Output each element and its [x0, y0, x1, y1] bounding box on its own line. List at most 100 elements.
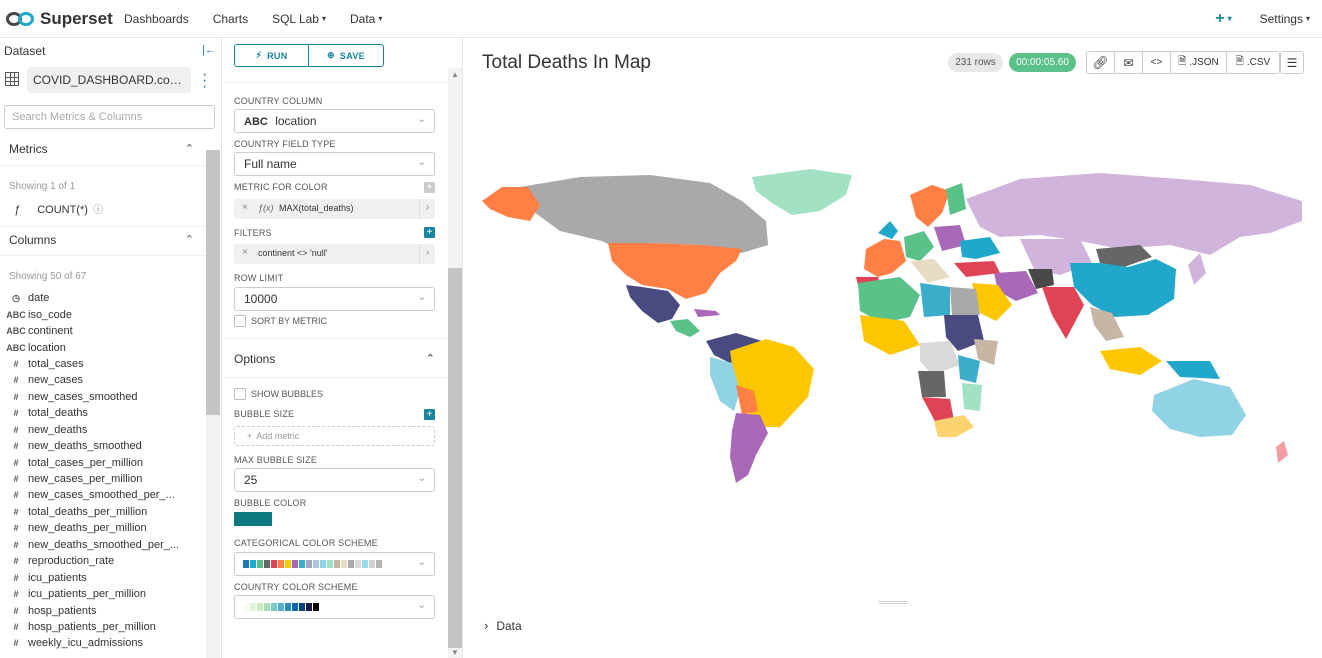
map-region-indonesia[interactable]: [1100, 347, 1162, 375]
map-region-kenya[interactable]: [958, 355, 980, 383]
map-region-mexico[interactable]: [626, 285, 680, 323]
map-region-italy[interactable]: [910, 259, 950, 283]
column-item[interactable]: # hosp_patients: [0, 602, 206, 618]
map-region-russia[interactable]: [966, 173, 1302, 255]
metrics-section-header[interactable]: Metrics ⌃: [0, 136, 206, 166]
column-item[interactable]: # total_deaths: [0, 405, 206, 421]
column-item[interactable]: # total_deaths_per_million: [0, 504, 206, 520]
map-region-afghanistan[interactable]: [1028, 269, 1054, 289]
show-bubbles-checkbox[interactable]: SHOW BUBBLES: [234, 388, 323, 400]
map-region-bolivia[interactable]: [736, 385, 758, 415]
column-item[interactable]: # hosp_patients_per_million: [0, 619, 206, 635]
add-metric-button[interactable]: + Add metric: [234, 426, 435, 446]
save-button[interactable]: ⊕ SAVE: [309, 45, 383, 66]
column-item[interactable]: # icu_patients_per_million: [0, 586, 206, 602]
map-region-ukraine[interactable]: [960, 237, 1000, 259]
more-options-button[interactable]: ☰: [1280, 51, 1304, 74]
metric-for-color-pill[interactable]: × ƒ(x) MAX(total_deaths) ›: [234, 199, 435, 219]
run-button[interactable]: ⚡︎ RUN: [235, 45, 309, 66]
add-bubble-size-icon[interactable]: +: [424, 409, 435, 420]
map-region-usa[interactable]: [608, 243, 742, 299]
map-region-poland[interactable]: [934, 225, 966, 251]
column-item[interactable]: ABC continent: [0, 323, 206, 339]
map-region-china[interactable]: [1070, 259, 1176, 317]
map-region-papua[interactable]: [1166, 361, 1220, 379]
left-panel-scrollbar[interactable]: [206, 150, 220, 658]
map-region-libya[interactable]: [920, 283, 950, 317]
scrollbar-thumb[interactable]: [448, 268, 462, 648]
column-item[interactable]: ABC location: [0, 339, 206, 355]
map-region-ethiopia[interactable]: [974, 339, 998, 365]
settings-menu[interactable]: Settings ▾: [1260, 12, 1310, 26]
nav-sql-lab[interactable]: SQL Lab ▾: [272, 12, 326, 26]
dataset-name[interactable]: COVID_DASHBOARD.covid_r...: [27, 67, 191, 93]
metric-item[interactable]: ƒ COUNT(*) ⓘ: [14, 201, 103, 216]
row-limit-select[interactable]: 10000 ⌄: [234, 287, 435, 311]
scroll-up-icon[interactable]: ▲: [451, 70, 459, 79]
map-region-france[interactable]: [864, 239, 906, 277]
bubble-color-swatch[interactable]: [234, 512, 272, 526]
world-map[interactable]: [480, 165, 1304, 485]
column-item[interactable]: # reproduction_rate: [0, 553, 206, 569]
map-region-canada[interactable]: [482, 175, 768, 253]
map-region-south-africa[interactable]: [934, 415, 974, 437]
filter-pill[interactable]: × continent <> 'null' ›: [234, 244, 435, 264]
map-region-uk[interactable]: [878, 221, 898, 239]
scrollbar-thumb[interactable]: [206, 150, 220, 415]
remove-icon[interactable]: ×: [242, 247, 248, 258]
copy-link-button[interactable]: 🔗︎: [1086, 51, 1115, 74]
column-item[interactable]: # new_cases: [0, 372, 206, 388]
map-region-egypt[interactable]: [950, 287, 980, 315]
scroll-down-icon[interactable]: ▼: [451, 648, 459, 657]
dataset-menu-icon[interactable]: · · ·: [202, 66, 208, 95]
map-region-central-america[interactable]: [670, 319, 700, 337]
map-region-turkey[interactable]: [954, 261, 1000, 277]
column-item[interactable]: # new_deaths_smoothed: [0, 438, 206, 454]
brand[interactable]: Superset: [6, 9, 116, 29]
categorical-color-scheme-select[interactable]: ⌄: [234, 552, 435, 576]
map-region-central-africa[interactable]: [920, 341, 960, 375]
options-section-header[interactable]: Options ⌃: [222, 338, 447, 378]
column-item[interactable]: # new_deaths_smoothed_per_...: [0, 537, 206, 553]
country-color-scheme-select[interactable]: ⌄: [234, 595, 435, 619]
data-section-toggle[interactable]: › Data: [484, 618, 522, 633]
collapse-panel-icon[interactable]: |←: [202, 44, 216, 56]
map-region-australia[interactable]: [1152, 379, 1246, 437]
resize-handle[interactable]: [879, 601, 907, 604]
nav-charts[interactable]: Charts: [213, 12, 248, 26]
map-region-india[interactable]: [1042, 287, 1084, 339]
export-json-button[interactable]: 🗎︎ .JSON: [1170, 51, 1227, 74]
column-item[interactable]: ABC iso_code: [0, 306, 206, 322]
map-region-saudi[interactable]: [972, 283, 1012, 321]
control-panel-scrollbar[interactable]: ▲ ▼: [448, 68, 462, 658]
map-region-finland[interactable]: [946, 183, 966, 215]
column-item[interactable]: # new_deaths_per_million: [0, 520, 206, 536]
column-item[interactable]: # total_cases_per_million: [0, 454, 206, 470]
column-item[interactable]: # new_deaths: [0, 422, 206, 438]
map-region-peru[interactable]: [710, 357, 740, 411]
add-filter-icon[interactable]: +: [424, 227, 435, 238]
max-bubble-size-select[interactable]: 25 ⌄: [234, 468, 435, 492]
column-item[interactable]: # new_cases_smoothed_per_...: [0, 487, 206, 503]
column-item[interactable]: # new_cases_smoothed: [0, 389, 206, 405]
column-item[interactable]: ◷ date: [0, 290, 206, 306]
export-csv-button[interactable]: 🗎︎ .CSV: [1226, 51, 1280, 74]
map-region-mongolia[interactable]: [1096, 245, 1152, 267]
email-button[interactable]: ✉: [1114, 51, 1143, 74]
nav-data[interactable]: Data ▾: [350, 12, 382, 26]
map-region-west-africa[interactable]: [860, 315, 920, 355]
map-region-mozambique[interactable]: [962, 383, 982, 411]
map-region-iran[interactable]: [994, 271, 1038, 301]
map-region-sudan[interactable]: [944, 315, 984, 351]
column-item[interactable]: # icu_patients: [0, 569, 206, 585]
column-item[interactable]: # new_cases_per_million: [0, 471, 206, 487]
map-region-myanmar-thai[interactable]: [1090, 307, 1124, 341]
add-metric-icon[interactable]: +: [424, 182, 435, 193]
map-region-greenland[interactable]: [752, 169, 852, 215]
map-region-germany[interactable]: [904, 231, 934, 261]
columns-section-header[interactable]: Columns ⌃: [0, 226, 206, 256]
map-region-new-zealand[interactable]: [1276, 441, 1288, 463]
map-region-argentina[interactable]: [730, 413, 768, 483]
map-region-alaska[interactable]: [482, 187, 540, 221]
column-item[interactable]: # weekly_icu_admissions: [0, 635, 206, 651]
